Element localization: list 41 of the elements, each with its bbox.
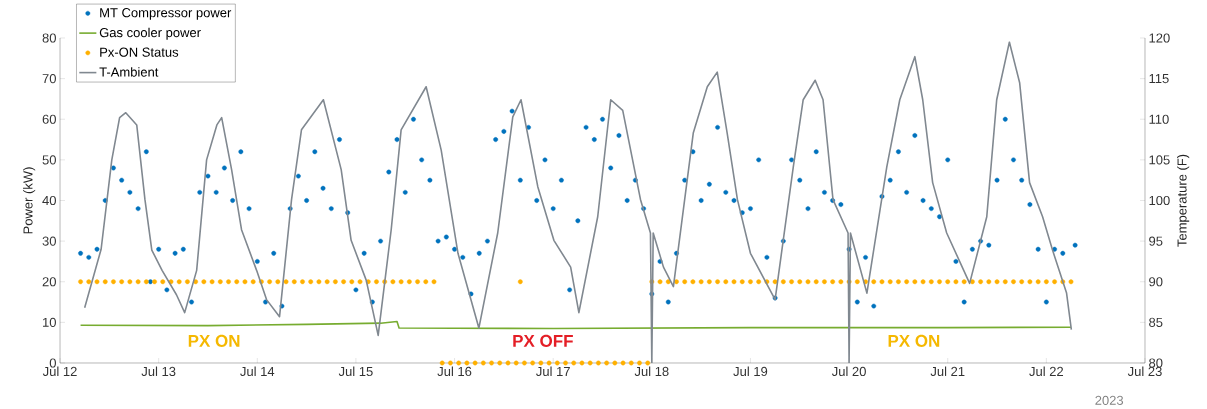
y2-tick-label: 80 bbox=[1149, 358, 1163, 368]
legend-label: Gas cooler power bbox=[99, 27, 201, 40]
x-tick-label: Jul 12 bbox=[42, 366, 77, 377]
y-tick-label: 0 bbox=[49, 358, 56, 368]
x-tick-label: Jul 19 bbox=[733, 366, 768, 377]
y-tick-label: 80 bbox=[42, 33, 56, 43]
x-tick-label: Jul 16 bbox=[437, 366, 472, 377]
annotation: PX ON bbox=[188, 334, 240, 347]
legend-label: T-Ambient bbox=[99, 67, 159, 77]
legend-label: MT Compressor power bbox=[100, 8, 232, 20]
y2-tick-label: 120 bbox=[1149, 33, 1170, 43]
y-tick-label: 10 bbox=[43, 317, 56, 327]
y2-axis-title: Temperature (F) bbox=[1177, 154, 1190, 247]
text: 2023 bbox=[1095, 395, 1124, 405]
y-tick-label: 40 bbox=[42, 195, 56, 206]
annotation: PX ON bbox=[888, 334, 940, 347]
legend-label: Px-ON Status bbox=[100, 47, 179, 57]
y2-tick-label: 100 bbox=[1149, 195, 1170, 206]
y2-tick-label: 90 bbox=[1149, 277, 1163, 287]
y2-tick-label: 115 bbox=[1149, 74, 1169, 84]
y-tick-label: 60 bbox=[42, 114, 56, 124]
y-tick-label: 70 bbox=[42, 74, 56, 84]
x-tick-label: Jul 15 bbox=[338, 366, 373, 377]
x-tick-label: Jul 17 bbox=[536, 366, 570, 377]
y-axis-title: Power (kW) bbox=[23, 167, 36, 234]
x-tick-label: Jul 23 bbox=[1127, 366, 1162, 377]
x-tick-label: Jul 20 bbox=[831, 366, 866, 377]
x-tick-label: Jul 21 bbox=[930, 366, 965, 377]
x-tick-label: Jul 22 bbox=[1029, 366, 1064, 377]
x-tick-label: Jul 14 bbox=[240, 366, 275, 377]
y2-tick-label: 95 bbox=[1149, 236, 1163, 246]
y2-tick-label: 110 bbox=[1149, 114, 1169, 124]
y-tick-label: 30 bbox=[42, 236, 56, 246]
y-tick-label: 50 bbox=[42, 155, 56, 165]
y-tick-label: 20 bbox=[42, 277, 56, 287]
x-tick-label: Jul 18 bbox=[634, 366, 669, 377]
annotation: PX OFF bbox=[513, 334, 573, 347]
y2-tick-label: 85 bbox=[1149, 317, 1163, 327]
x-tick-label: Jul 13 bbox=[141, 366, 176, 377]
line-series bbox=[79, 320, 1072, 330]
y2-tick-label: 105 bbox=[1149, 155, 1170, 165]
